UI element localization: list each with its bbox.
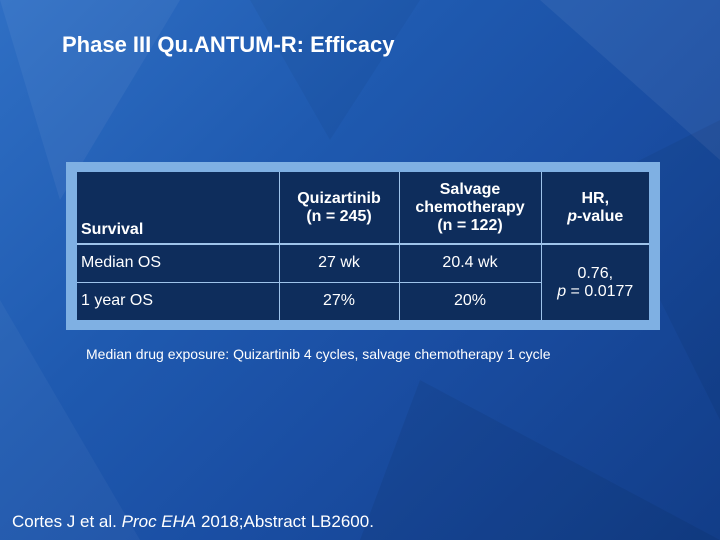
citation-suffix: 2018;Abstract LB2600. [196,512,374,531]
header-hr-line1: HR, [581,189,610,207]
header-salvage-n: (n = 122) [437,216,503,234]
hr-result-rest: = 0.0177 [566,282,634,300]
header-hr: HR, p-value [540,172,649,245]
header-survival: Survival [77,172,279,245]
cell-salvage: 20% [398,282,541,320]
header-quizartinib-n: (n = 245) [306,207,372,225]
cell-salvage: 20.4 wk [398,244,541,283]
efficacy-table: Survival Quizartinib (n = 245) Salvage c… [77,172,649,320]
hr-result-p: p [557,282,567,300]
table-header-row: Survival Quizartinib (n = 245) Salvage c… [77,172,649,245]
cell-quizartinib: 27 wk [278,244,399,283]
cell-quizartinib: 27% [278,282,399,320]
header-quizartinib: Quizartinib (n = 245) [278,172,399,245]
row-label: Median OS [77,244,279,283]
header-hr-value: -value [577,207,624,225]
table-row-1-year-os: 1 year OS 27% 20% [77,282,649,320]
cell-hr-result: 0.76, p = 0.0177 [540,244,649,320]
citation-prefix: Cortes J et al. [12,512,122,531]
header-hr-p: p [567,207,578,225]
header-salvage: Salvage chemotherapy (n = 122) [398,172,541,245]
citation: Cortes J et al. Proc EHA 2018;Abstract L… [12,512,374,532]
slide-title: Phase III Qu.ANTUM-R: Efficacy [62,32,395,57]
header-salvage-line2: chemotherapy [415,198,525,216]
header-hr-line2: p-value [546,208,646,226]
drug-exposure-note: Median drug exposure: Quizartinib 4 cycl… [86,346,551,362]
header-quizartinib-name: Quizartinib [297,189,381,207]
hr-result-line2: p = 0.0177 [546,283,646,301]
header-salvage-line1: Salvage [439,180,501,198]
hr-result-line1: 0.76, [577,264,614,282]
table-row-median-os: Median OS 27 wk 20.4 wk 0.76, p = 0.0177 [77,244,649,320]
citation-journal: Proc EHA [121,512,197,531]
row-label: 1 year OS [81,292,154,310]
